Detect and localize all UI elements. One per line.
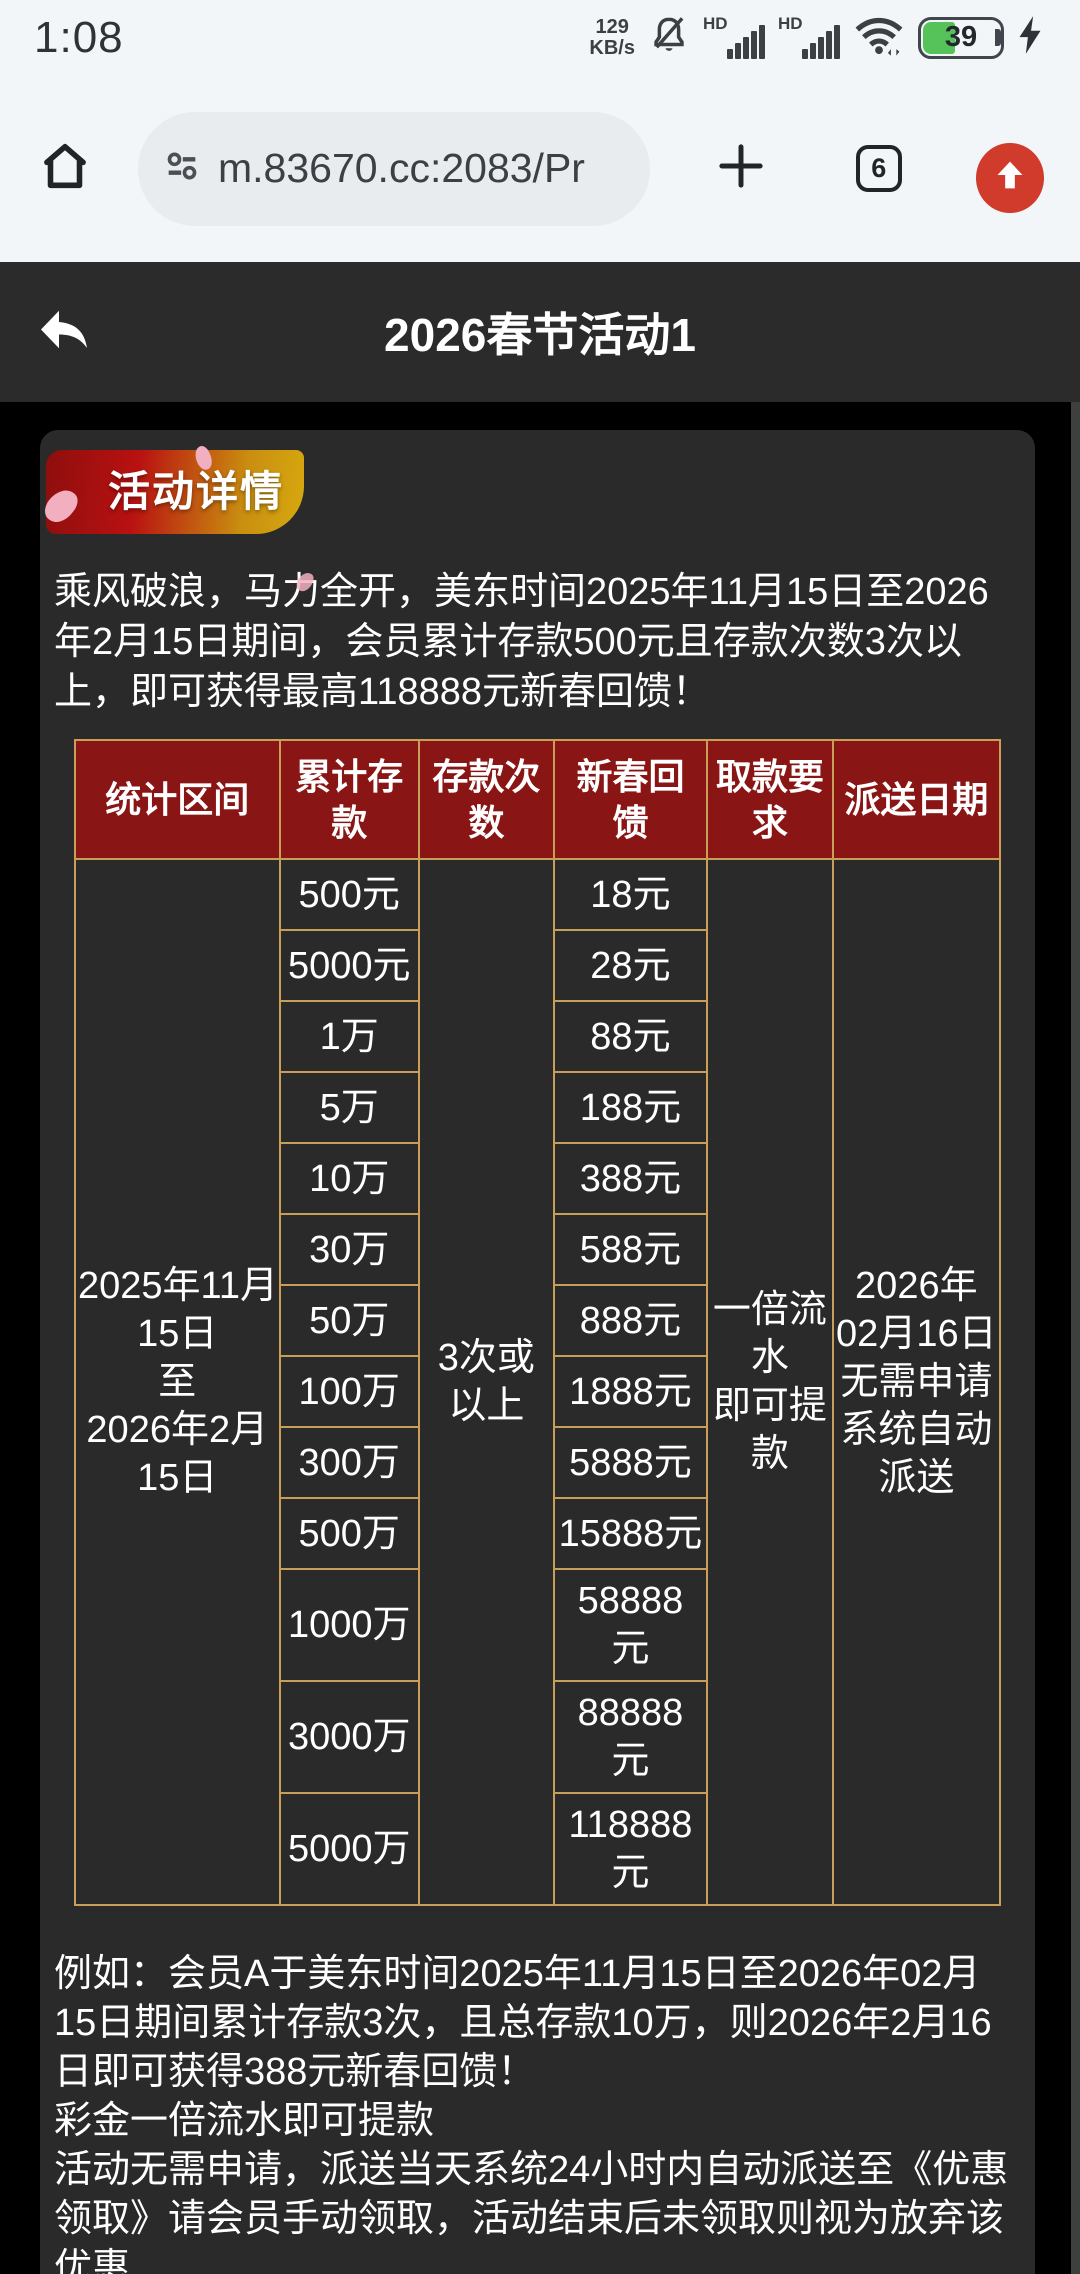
network-speed-unit: KB/s [589,36,635,59]
table-row: 50万 888元 [75,1284,1000,1357]
deposit-cell: 100万 [278,1355,420,1428]
deposit-cell: 3000万 [278,1680,420,1794]
table-row: 5000万 118888 元 [75,1792,1000,1906]
stat-period-cell: 2025年11月 15日 至 2026年2月 15日 [74,858,281,1906]
status-icons: 129 KB/s HD HD 39 [589,13,1046,62]
bonus-cell: 188元 [552,1071,709,1144]
delivery-date-cell: 2026年 02月16日 无需申请 系统自动 派送 [831,858,1002,1906]
note-withdraw: 彩金一倍流水即可提款 [54,2100,435,2142]
table-row: 10万 388元 [75,1142,1000,1215]
bonus-cell: 58888 元 [552,1568,709,1682]
deposit-times-cell: 3次或 以上 [417,858,555,1906]
ribbon-label: 活动详情 [108,468,285,515]
table-row: 1000万 58888 元 [75,1568,1000,1682]
battery-nub [995,29,1001,46]
promotion-table: 统计区间 累计存 款 存款次 数 新春回 馈 取款要 求 派送日期 2025年1… [74,739,1002,1906]
deposit-cell: 300万 [278,1426,420,1499]
activity-panel: 活动详情 乘风破浪，马力全开，美东时间2025年11月15日至2026年2月15… [39,430,1035,2274]
charging-icon [1014,14,1046,61]
activity-details-ribbon: 活动详情 [39,443,317,595]
table-row: 5万 188元 [75,1071,1000,1144]
clock: 1:08 [34,12,124,62]
scrollbar[interactable] [1071,402,1080,2274]
deposit-cell: 1000万 [278,1568,420,1682]
table-row: 30万 588元 [75,1213,1000,1286]
deposit-cell: 5000元 [278,929,420,1002]
hd-label: HD [703,13,728,33]
back-button[interactable] [34,300,94,365]
bonus-cell: 118888 元 [552,1792,709,1906]
activity-notes: 例如：会员A于美东时间2025年11月15日至2026年02月15日期间累计存款… [54,1950,1021,2274]
signal-bars [802,24,840,59]
notifications-muted-icon [648,13,690,62]
bonus-cell: 888元 [552,1284,709,1357]
header-total-deposit: 累计存 款 [278,739,420,860]
header-withdraw-req: 取款要 求 [706,739,834,860]
table-row: 100万 1888元 [75,1355,1000,1428]
withdraw-requirement-cell: 一倍流 水 即可提 款 [706,858,834,1906]
page-title-bar: 2026春节活动1 [0,262,1080,402]
header-stat-period: 统计区间 [74,739,281,860]
page-content: 活动详情 乘风破浪，马力全开，美东时间2025年11月15日至2026年2月15… [0,402,1080,2274]
hd-signal-icon-2: HD [778,14,840,62]
hd-label: HD [778,13,803,33]
table-header-row: 统计区间 累计存 款 存款次 数 新春回 馈 取款要 求 派送日期 [74,739,1002,860]
battery-percent: 39 [944,21,978,53]
signal-bars [727,24,765,59]
table-row: 500万 15888元 [75,1497,1000,1570]
header-delivery-date: 派送日期 [831,739,1002,860]
table-row: 3000万 88888 元 [75,1680,1000,1794]
table-row: 2025年11月 15日 至 2026年2月 15日 500元 3次或 以上 1… [74,858,1002,1906]
address-bar[interactable]: m.83670.cc:2083/Pr [138,111,650,226]
bonus-cell: 588元 [552,1213,709,1286]
new-tab-button[interactable] [714,139,768,198]
header-bonus: 新春回 馈 [552,739,709,860]
page-title: 2026春节活动1 [384,309,696,361]
deposit-cell: 500万 [278,1497,420,1570]
deposit-cell: 5000万 [278,1792,420,1906]
note-auto-delivery: 活动无需申请，派送当天系统24小时内自动派送至《优惠领取》请会员手动领取，活动结… [54,2149,1009,2274]
table-row: 300万 5888元 [75,1426,1000,1499]
battery-icon: 39 [918,16,1004,59]
bonus-cell: 88元 [552,1000,709,1073]
bonus-cell: 18元 [552,858,709,931]
hd-signal-icon-1: HD [703,14,765,62]
deposit-cell: 30万 [278,1213,420,1286]
note-example: 例如：会员A于美东时间2025年11月15日至2026年02月15日期间累计存款… [54,1953,992,2093]
site-settings-icon[interactable] [162,146,202,191]
home-button[interactable] [36,137,94,200]
url-text[interactable]: m.83670.cc:2083/Pr [218,145,585,191]
bonus-cell: 15888元 [552,1497,709,1570]
bonus-cell: 1888元 [552,1355,709,1428]
network-speed: 129 KB/s [589,15,635,59]
tab-count: 6 [871,153,887,183]
deposit-cell: 5万 [278,1071,420,1144]
bonus-cell: 5888元 [552,1426,709,1499]
table-row: 1万 88元 [75,1000,1000,1073]
table-row: 5000元 28元 [75,929,1000,1002]
status-bar: 1:08 129 KB/s HD HD [0,0,1080,75]
network-speed-value: 129 [595,15,629,38]
browser-toolbar: m.83670.cc:2083/Pr 6 [0,75,1080,262]
activity-intro: 乘风破浪，马力全开，美东时间2025年11月15日至2026年2月15日期间，会… [54,571,989,713]
bonus-cell: 88888 元 [552,1680,709,1794]
wifi-icon [853,13,905,62]
scroll-top-button[interactable] [975,142,1044,213]
battery-shell: 39 [918,16,1004,59]
deposit-cell: 500元 [278,858,420,931]
header-deposit-times: 存款次 数 [417,739,555,860]
bonus-cell: 28元 [552,929,709,1002]
tab-switcher-button[interactable]: 6 [855,145,902,192]
deposit-cell: 50万 [278,1284,420,1357]
battery-fill [923,21,955,54]
deposit-cell: 10万 [278,1142,420,1215]
deposit-cell: 1万 [278,1000,420,1073]
bonus-cell: 388元 [552,1142,709,1215]
up-arrow-icon [990,155,1030,200]
